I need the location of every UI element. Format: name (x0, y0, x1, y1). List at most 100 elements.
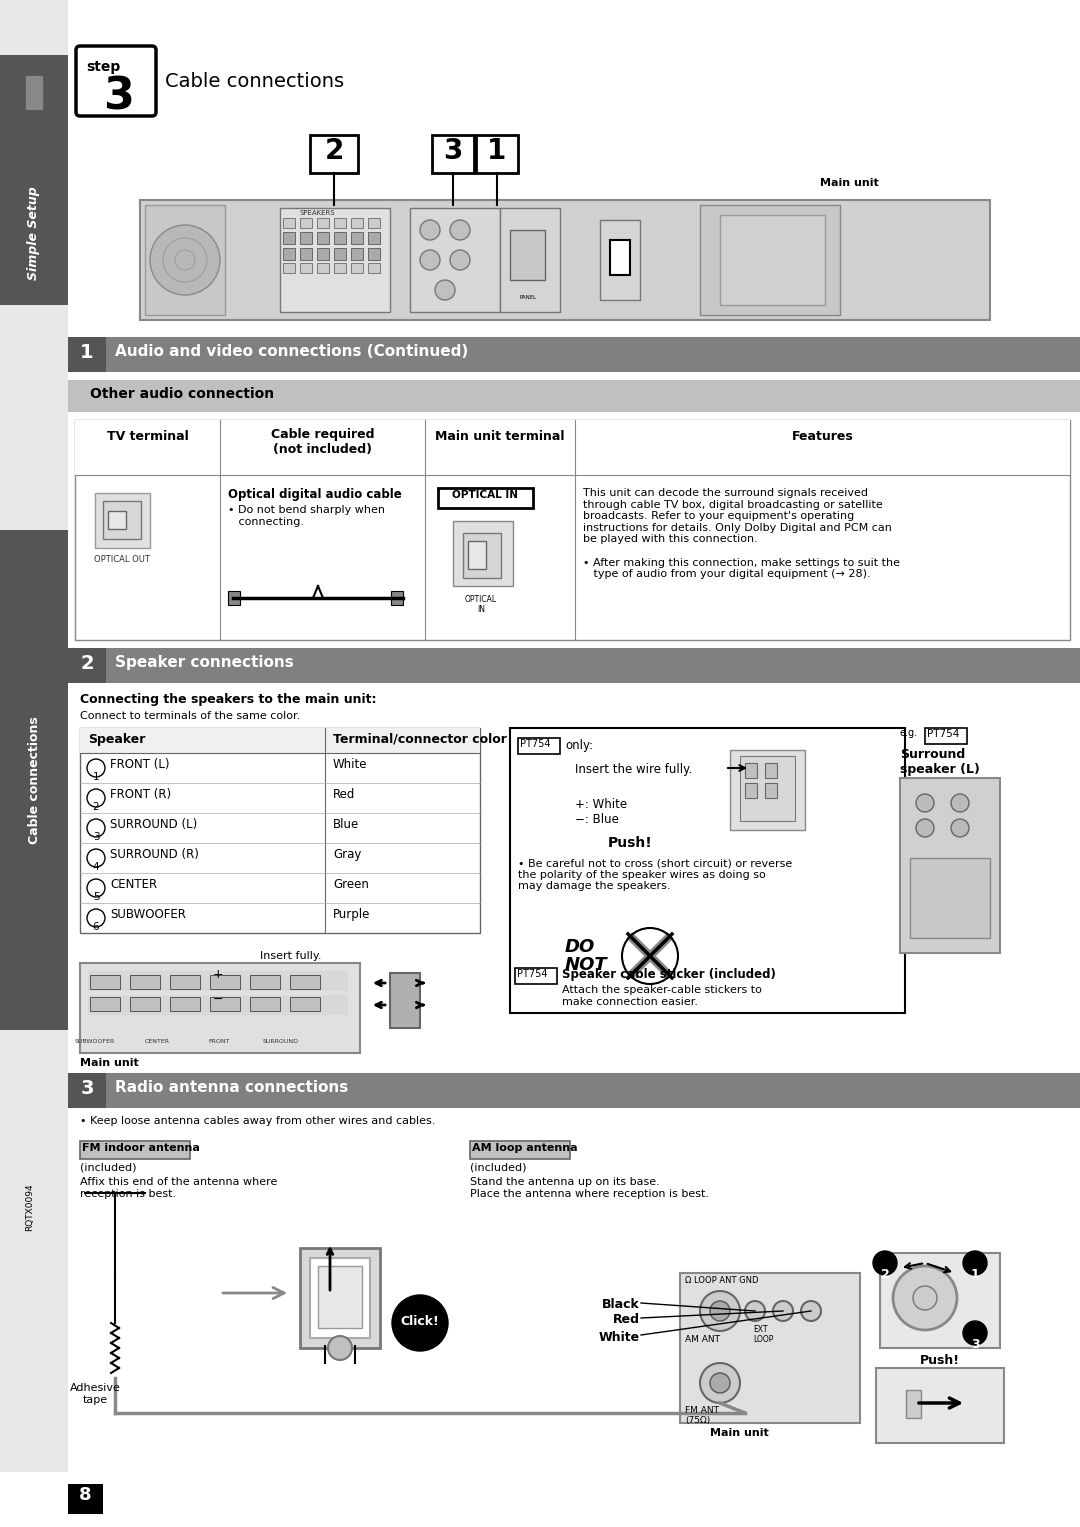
Circle shape (435, 279, 455, 299)
Text: • Be careful not to cross (short circuit) or reverse
the polarity of the speaker: • Be careful not to cross (short circuit… (518, 858, 793, 892)
Text: SUBWOOFER: SUBWOOFER (75, 1038, 116, 1044)
Bar (90, 997, 120, 1011)
Text: CENTER: CENTER (145, 1038, 170, 1044)
Text: OPTICAL OUT: OPTICAL OUT (94, 554, 150, 563)
Text: Other audio connection: Other audio connection (90, 386, 274, 402)
Bar (351, 263, 363, 273)
Bar (510, 728, 905, 1012)
Text: PT754: PT754 (517, 970, 548, 979)
Bar (700, 205, 840, 315)
Bar (368, 232, 380, 244)
Text: +: White: +: White (575, 799, 627, 811)
Circle shape (873, 1251, 897, 1275)
Bar (300, 232, 312, 244)
Bar (300, 1248, 380, 1348)
Bar (80, 1141, 190, 1159)
Bar (318, 1266, 362, 1328)
Bar (680, 1274, 860, 1423)
Bar (765, 764, 777, 777)
Text: White: White (599, 1332, 640, 1344)
Bar (75, 420, 1070, 640)
Bar (68, 337, 1080, 373)
Text: Radio antenna connections: Radio antenna connections (114, 1080, 348, 1095)
Text: Main unit terminal: Main unit terminal (435, 431, 565, 443)
Text: 2: 2 (324, 137, 343, 165)
Text: Push!: Push! (920, 1354, 960, 1367)
Text: Cable required
(not included): Cable required (not included) (271, 428, 375, 457)
Circle shape (913, 1286, 937, 1310)
Bar (610, 240, 630, 275)
Circle shape (450, 220, 470, 240)
Text: This unit can decode the surround signals received
through cable TV box, digital: This unit can decode the surround signal… (583, 489, 900, 579)
Circle shape (893, 1266, 957, 1330)
Bar (68, 337, 106, 373)
Circle shape (963, 1321, 987, 1345)
Bar (249, 976, 280, 989)
Bar (68, 647, 1080, 683)
Text: 2: 2 (80, 654, 94, 673)
Text: Adhesive
tape: Adhesive tape (69, 1383, 121, 1405)
Bar (90, 976, 120, 989)
Bar (500, 208, 561, 312)
Bar (249, 997, 280, 1011)
Bar (745, 783, 757, 799)
Bar (170, 976, 200, 989)
Bar (291, 997, 320, 1011)
Bar (900, 777, 1000, 953)
Bar (880, 1254, 1000, 1348)
Text: −: Blue: −: Blue (575, 812, 619, 826)
Text: EXT
LOOP: EXT LOOP (753, 1325, 773, 1344)
Text: • Do not bend sharply when
   connecting.: • Do not bend sharply when connecting. (228, 505, 384, 527)
Circle shape (420, 250, 440, 270)
Bar (453, 521, 513, 586)
Text: Optical digital audio cable: Optical digital audio cable (228, 489, 402, 501)
Text: Black: Black (603, 1298, 640, 1312)
Bar (318, 232, 329, 244)
Circle shape (87, 759, 105, 777)
Text: −: − (213, 993, 224, 1006)
Text: 3: 3 (93, 832, 99, 841)
Text: NOT: NOT (565, 956, 608, 974)
Bar (210, 976, 240, 989)
Text: PT754: PT754 (927, 728, 959, 739)
Bar (95, 493, 150, 548)
Text: 3: 3 (971, 1338, 980, 1351)
Text: SURROUND (L): SURROUND (L) (110, 818, 198, 831)
Bar (876, 1368, 1004, 1443)
Text: Attach the speaker-cable stickers to
make connection easier.: Attach the speaker-cable stickers to mak… (562, 985, 761, 1006)
Circle shape (745, 1301, 765, 1321)
Text: Blue: Blue (333, 818, 360, 831)
Text: Insert fully.: Insert fully. (260, 951, 322, 960)
Bar (468, 541, 486, 570)
Text: PANEL: PANEL (519, 295, 537, 299)
Bar (334, 218, 346, 228)
Bar (283, 263, 295, 273)
Text: FM ANT
(75Ω): FM ANT (75Ω) (685, 1406, 719, 1425)
Text: 4: 4 (93, 863, 99, 872)
Circle shape (150, 224, 220, 295)
Bar (228, 591, 240, 605)
Bar (351, 247, 363, 260)
Circle shape (450, 250, 470, 270)
Circle shape (963, 1251, 987, 1275)
Text: Stand the antenna up on its base.
Place the antenna where reception is best.: Stand the antenna up on its base. Place … (470, 1177, 708, 1199)
Text: 8: 8 (79, 1486, 92, 1504)
Bar (291, 976, 320, 989)
Text: Speaker connections: Speaker connections (114, 655, 294, 670)
Text: FRONT: FRONT (208, 1038, 230, 1044)
Text: e.g.: e.g. (900, 728, 918, 738)
Text: SURROUND (R): SURROUND (R) (110, 847, 199, 861)
Circle shape (420, 220, 440, 240)
Circle shape (87, 880, 105, 896)
Bar (368, 218, 380, 228)
Bar (740, 756, 795, 822)
Bar (87, 971, 348, 991)
Bar (25, 75, 43, 110)
Bar (765, 783, 777, 799)
Circle shape (773, 1301, 793, 1321)
Text: PT754: PT754 (519, 739, 551, 750)
Bar (80, 964, 360, 1054)
Text: Main unit: Main unit (80, 1058, 138, 1067)
Bar (432, 134, 474, 173)
Bar (368, 247, 380, 260)
